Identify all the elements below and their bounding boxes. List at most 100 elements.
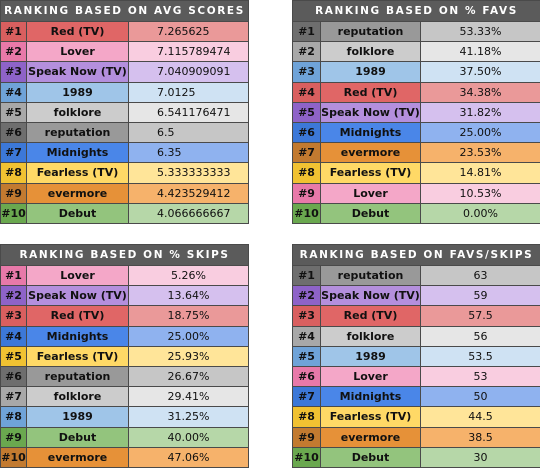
value-cell: 18.75%	[127, 305, 250, 327]
rank-cell: #7	[0, 142, 27, 164]
table-title: RANKING BASED ON % SKIPS	[0, 244, 250, 266]
value-cell: 59	[419, 285, 540, 307]
album-cell: folklore	[26, 101, 129, 123]
rank-cell: #10	[0, 446, 27, 468]
table-row: #1 reputation 63	[292, 264, 540, 287]
value-cell: 13.64%	[127, 285, 250, 307]
value-cell: 63	[419, 264, 540, 287]
value-cell: 56	[419, 325, 540, 347]
album-cell: Speak Now (TV)	[320, 285, 421, 307]
rank-cell: #7	[0, 386, 27, 408]
table-row: #4 Red (TV) 34.38%	[292, 81, 540, 103]
value-cell: 40.00%	[127, 426, 250, 448]
album-cell: 1989	[26, 81, 129, 103]
rank-cell: #5	[0, 101, 27, 123]
table-title: RANKING BASED ON FAVS/SKIPS	[291, 244, 540, 266]
album-cell: Midnights	[320, 121, 421, 144]
rank-cell: #7	[292, 386, 321, 408]
rank-cell: #6	[292, 365, 321, 388]
table-row: #9 Debut 40.00%	[0, 426, 250, 448]
value-cell: 7.040909091	[127, 61, 250, 83]
table-row: #9 Lover 10.53%	[292, 182, 540, 204]
table-pct-favs: RANKING BASED ON % FAVS #1 reputation 53.3…	[292, 0, 540, 224]
table-row: #9 evermore 38.5	[292, 426, 540, 448]
rank-cell: #3	[292, 61, 321, 83]
rank-cell: #5	[0, 345, 27, 367]
rank-cell: #10	[292, 446, 321, 468]
album-cell: reputation	[26, 121, 129, 144]
album-cell: Midnights	[26, 325, 129, 347]
album-cell: 1989	[26, 406, 129, 428]
table-pct-skips: RANKING BASED ON % SKIPS #1 Lover 5.26% #2 S…	[0, 244, 250, 468]
table-row: #8 Fearless (TV) 5.333333333	[0, 162, 250, 184]
album-cell: Red (TV)	[320, 305, 421, 327]
value-cell: 53	[419, 365, 540, 388]
album-cell: Lover	[26, 41, 129, 63]
table-row: #6 reputation 26.67%	[0, 365, 250, 388]
value-cell: 38.5	[419, 426, 540, 448]
table-row: #5 Fearless (TV) 25.93%	[0, 345, 250, 367]
table-row: #3 1989 37.50%	[292, 61, 540, 83]
album-cell: reputation	[320, 20, 421, 43]
table-row: #6 Lover 53	[292, 365, 540, 388]
rank-cell: #4	[292, 81, 321, 103]
rank-cell: #6	[292, 121, 321, 144]
table-row: #2 folklore 41.18%	[292, 41, 540, 63]
table-row: #4 folklore 56	[292, 325, 540, 347]
rank-cell: #4	[0, 325, 27, 347]
value-cell: 7.115789474	[127, 41, 250, 63]
table-row: #8 1989 31.25%	[0, 406, 250, 428]
rank-cell: #1	[292, 264, 321, 287]
rank-cell: #2	[292, 285, 321, 307]
album-cell: Midnights	[320, 386, 421, 408]
album-cell: folklore	[320, 325, 421, 347]
table-row: #7 Midnights 6.35	[0, 142, 250, 164]
table-title: RANKING BASED ON AVG SCORES	[0, 0, 250, 22]
album-cell: evermore	[26, 182, 129, 204]
value-cell: 4.423529412	[127, 182, 250, 204]
table-row: #3 Speak Now (TV) 7.040909091	[0, 61, 250, 83]
table-row: #6 reputation 6.5	[0, 121, 250, 144]
value-cell: 5.333333333	[127, 162, 250, 184]
album-cell: Debut	[26, 202, 129, 224]
table-row: #8 Fearless (TV) 14.81%	[292, 162, 540, 184]
table-row: #1 Lover 5.26%	[0, 264, 250, 287]
value-cell: 26.67%	[127, 365, 250, 388]
table-row: #2 Lover 7.115789474	[0, 41, 250, 63]
rank-cell: #3	[0, 61, 27, 83]
value-cell: 14.81%	[420, 162, 540, 184]
rank-cell: #9	[0, 182, 27, 204]
table-row: #2 Speak Now (TV) 59	[292, 285, 540, 307]
album-cell: reputation	[26, 365, 129, 388]
table-row: #4 1989 7.0125	[0, 81, 250, 103]
rank-cell: #8	[0, 162, 27, 184]
table-title: RANKING BASED ON % FAVS	[292, 0, 540, 22]
table-row: #1 Red (TV) 7.265625	[0, 20, 250, 43]
table-row: #10 Debut 0.00%	[292, 202, 540, 224]
album-cell: folklore	[26, 386, 129, 408]
album-cell: Fearless (TV)	[26, 345, 129, 367]
album-cell: Red (TV)	[26, 305, 129, 327]
rank-cell: #10	[292, 202, 321, 224]
value-cell: 47.06%	[127, 446, 250, 468]
rank-cell: #2	[292, 41, 321, 63]
album-cell: Speak Now (TV)	[26, 285, 129, 307]
table-avg-scores: RANKING BASED ON AVG SCORES #1 Red (TV) 7.…	[0, 0, 250, 224]
table-row: #7 evermore 23.53%	[292, 142, 540, 164]
table-row: #9 evermore 4.423529412	[0, 182, 250, 204]
album-cell: evermore	[26, 446, 129, 468]
value-cell: 25.93%	[127, 345, 250, 367]
value-cell: 53.33%	[420, 20, 540, 43]
rank-cell: #7	[292, 142, 321, 164]
album-cell: Fearless (TV)	[320, 406, 421, 428]
table-row: #3 Red (TV) 18.75%	[0, 305, 250, 327]
value-cell: 53.5	[419, 345, 540, 367]
rank-cell: #2	[0, 285, 27, 307]
value-cell: 0.00%	[420, 202, 540, 224]
rank-cell: #9	[292, 426, 321, 448]
table-row: #3 Red (TV) 57.5	[292, 305, 540, 327]
value-cell: 6.35	[127, 142, 250, 164]
table-row: #6 Midnights 25.00%	[292, 121, 540, 144]
rank-cell: #1	[0, 20, 27, 43]
album-cell: evermore	[320, 142, 421, 164]
